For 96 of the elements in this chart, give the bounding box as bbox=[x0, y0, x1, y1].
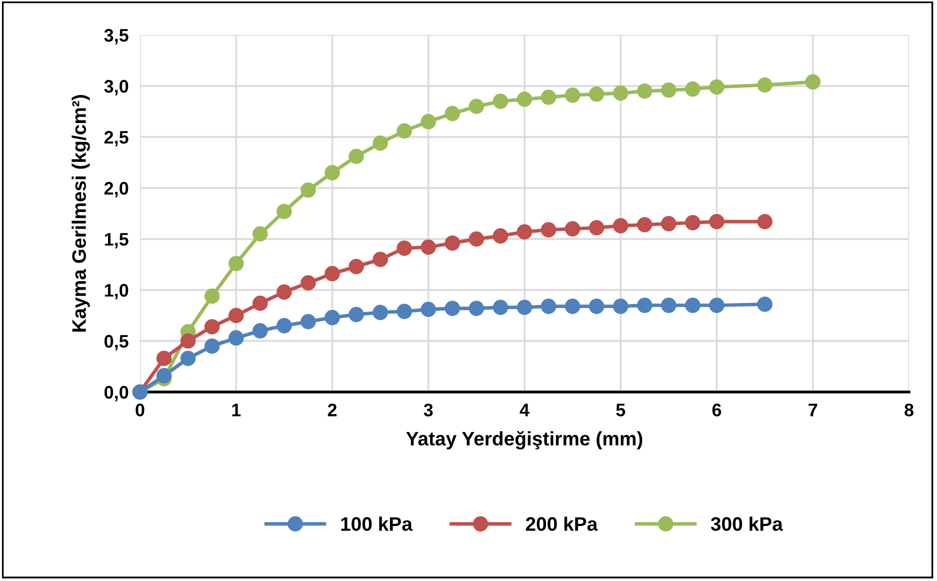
point bbox=[516, 224, 532, 240]
point bbox=[685, 81, 700, 97]
point bbox=[348, 306, 364, 322]
point bbox=[372, 135, 388, 151]
point bbox=[564, 298, 580, 314]
point bbox=[709, 214, 724, 230]
point bbox=[276, 204, 292, 220]
point bbox=[252, 323, 268, 338]
point bbox=[468, 98, 484, 114]
point bbox=[444, 235, 460, 251]
point bbox=[396, 240, 412, 256]
point bbox=[540, 222, 556, 238]
point bbox=[468, 300, 484, 316]
point bbox=[180, 350, 196, 366]
point bbox=[661, 298, 676, 313]
point bbox=[180, 333, 196, 349]
point bbox=[685, 298, 700, 313]
point bbox=[276, 318, 292, 334]
point bbox=[540, 298, 556, 314]
point bbox=[757, 77, 772, 93]
point bbox=[805, 74, 821, 90]
legend-label: 300 kPa bbox=[710, 516, 784, 531]
point bbox=[637, 217, 652, 232]
point bbox=[324, 165, 340, 180]
point bbox=[324, 266, 340, 282]
point bbox=[661, 82, 676, 98]
point bbox=[300, 314, 316, 330]
point bbox=[564, 88, 580, 103]
point bbox=[420, 240, 436, 255]
point bbox=[228, 256, 244, 272]
x-tick-label: 2 bbox=[328, 404, 337, 416]
point bbox=[612, 86, 628, 101]
point bbox=[468, 231, 484, 247]
x-tick-label: 4 bbox=[520, 404, 530, 416]
point bbox=[156, 368, 172, 384]
y-tick-label: 1,0 bbox=[104, 284, 128, 300]
point bbox=[588, 220, 604, 236]
point bbox=[564, 221, 580, 236]
point bbox=[588, 86, 604, 102]
point bbox=[444, 300, 460, 316]
point bbox=[492, 300, 508, 315]
point bbox=[516, 300, 532, 315]
x-tick-label: 0 bbox=[136, 404, 144, 416]
x-tick-label: 3 bbox=[424, 404, 433, 416]
point bbox=[757, 296, 772, 312]
x-tick-label: 6 bbox=[712, 404, 722, 416]
point bbox=[661, 216, 676, 232]
point bbox=[324, 310, 340, 326]
legend-label: 200 kPa bbox=[526, 516, 598, 531]
point bbox=[228, 308, 244, 324]
point bbox=[757, 214, 772, 230]
point bbox=[372, 252, 388, 268]
point bbox=[444, 106, 460, 122]
legend-label: 100 kPa bbox=[341, 516, 413, 531]
point bbox=[300, 275, 316, 290]
point bbox=[492, 94, 508, 109]
point bbox=[156, 350, 172, 366]
y-axis-title: Kayma Gerilmesi (kg/cm²) bbox=[72, 95, 90, 332]
point bbox=[204, 319, 220, 334]
point bbox=[709, 298, 724, 313]
point bbox=[396, 304, 412, 320]
point bbox=[348, 148, 364, 164]
point bbox=[709, 79, 724, 95]
point bbox=[420, 114, 436, 130]
y-tick-label: 0,0 bbox=[104, 386, 128, 402]
point bbox=[612, 218, 628, 234]
x-tick-label: 1 bbox=[232, 404, 241, 416]
point bbox=[372, 304, 388, 320]
point bbox=[685, 215, 700, 230]
point bbox=[492, 228, 508, 244]
point bbox=[228, 330, 244, 346]
x-axis-title: Yatay Yerdeğiştirme (mm) bbox=[406, 431, 642, 450]
point bbox=[396, 123, 412, 139]
point bbox=[300, 182, 316, 198]
y-tick-label: 3,0 bbox=[104, 80, 128, 96]
x-tick-label: 8 bbox=[904, 404, 914, 416]
point bbox=[540, 90, 556, 105]
y-tick-label: 3,5 bbox=[104, 28, 128, 44]
point bbox=[252, 226, 268, 242]
y-tick-label: 2,0 bbox=[104, 182, 128, 198]
x-tick-label: 7 bbox=[808, 404, 818, 416]
point bbox=[612, 298, 628, 314]
point bbox=[637, 83, 652, 99]
y-tick-label: 1,5 bbox=[104, 233, 128, 248]
point bbox=[516, 92, 532, 107]
point bbox=[276, 284, 292, 300]
x-tick-label: 5 bbox=[616, 404, 626, 416]
point bbox=[420, 302, 436, 318]
point bbox=[348, 258, 364, 274]
point bbox=[252, 296, 268, 311]
y-tick-label: 2,5 bbox=[104, 130, 128, 146]
point bbox=[204, 338, 220, 354]
point bbox=[637, 298, 652, 313]
point bbox=[204, 288, 220, 304]
point bbox=[588, 298, 604, 314]
y-tick-label: 0,5 bbox=[104, 334, 128, 350]
